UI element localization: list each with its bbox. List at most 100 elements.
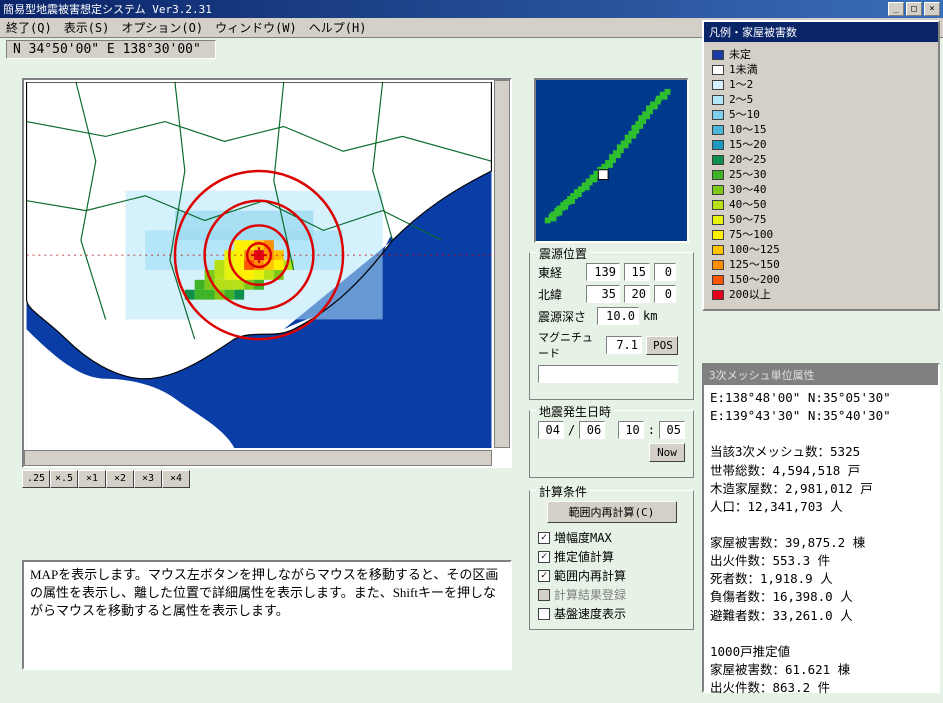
legend-row: 10～15 xyxy=(712,123,930,137)
menu-exit[interactable]: 終了(Q) xyxy=(6,19,52,36)
calc-title: 計算条件 xyxy=(536,483,590,500)
legend-row: 未定 xyxy=(712,48,930,62)
legend-swatch xyxy=(712,245,724,255)
legend-row: 100～125 xyxy=(712,243,930,257)
legend-swatch xyxy=(712,185,724,195)
lat-sec[interactable] xyxy=(654,285,676,303)
legend-label: 40～50 xyxy=(729,198,767,212)
date-month[interactable] xyxy=(538,421,564,439)
depth-label: 震源深さ xyxy=(538,308,593,325)
legend-title: 凡例・家屋被害数 xyxy=(704,22,938,42)
legend-row: 50～75 xyxy=(712,213,930,227)
window-title: 簡易型地震被害想定システム Ver3.2.31 xyxy=(3,1,212,17)
legend-label: 1未満 xyxy=(729,63,758,77)
map-panel xyxy=(22,78,512,468)
attr-title: 3次メッシュ単位属性 xyxy=(704,365,938,385)
cb-ampmax-label: 増幅度MAX xyxy=(554,529,612,546)
legend-row: 15～20 xyxy=(712,138,930,152)
legend-label: 30～40 xyxy=(729,183,767,197)
legend-label: 150～200 xyxy=(729,273,780,287)
lat-min[interactable] xyxy=(624,285,650,303)
map-scroll-h[interactable] xyxy=(24,450,492,466)
map-scroll-v[interactable] xyxy=(494,80,510,448)
pos-button[interactable]: POS xyxy=(646,336,678,355)
date-day[interactable] xyxy=(579,421,605,439)
legend-swatch xyxy=(712,65,724,75)
legend-row: 40～50 xyxy=(712,198,930,212)
mag-input[interactable] xyxy=(606,336,642,354)
mag-label: マグニチュード xyxy=(538,329,602,361)
zoom-3[interactable]: ×3 xyxy=(134,470,162,488)
legend-swatch xyxy=(712,110,724,120)
epicenter-status[interactable] xyxy=(538,365,678,383)
time-min[interactable] xyxy=(659,421,685,439)
legend-row: 30～40 xyxy=(712,183,930,197)
menu-help[interactable]: ヘルプ(H) xyxy=(309,19,367,36)
cb-basevel[interactable] xyxy=(538,608,550,620)
lat-label: 北緯 xyxy=(538,286,582,303)
legend-swatch xyxy=(712,140,724,150)
legend-swatch xyxy=(712,170,724,180)
zoom-05[interactable]: ×.5 xyxy=(50,470,78,488)
legend-swatch xyxy=(712,275,724,285)
titlebar: 簡易型地震被害想定システム Ver3.2.31 _ □ × xyxy=(0,0,943,18)
cb-estimate[interactable]: ✓ xyxy=(538,551,550,563)
close-button[interactable]: × xyxy=(924,2,940,16)
legend-swatch xyxy=(712,260,724,270)
lon-deg[interactable] xyxy=(586,263,620,281)
cb-ampmax[interactable]: ✓ xyxy=(538,532,550,544)
menu-window[interactable]: ウィンドウ(W) xyxy=(215,19,297,36)
legend-swatch xyxy=(712,80,724,90)
legend-row: 150～200 xyxy=(712,273,930,287)
time-hour[interactable] xyxy=(618,421,644,439)
legend-label: 10～15 xyxy=(729,123,767,137)
legend-swatch xyxy=(712,95,724,105)
cb-rangecalc-label: 範囲内再計算 xyxy=(554,567,626,584)
depth-input[interactable] xyxy=(597,307,639,325)
menu-view[interactable]: 表示(S) xyxy=(64,19,110,36)
cb-rangecalc[interactable]: ✓ xyxy=(538,570,550,582)
legend-row: 1未満 xyxy=(712,63,930,77)
lat-deg[interactable] xyxy=(586,285,620,303)
recalc-button[interactable]: 範囲内再計算(C) xyxy=(547,501,677,523)
legend-swatch xyxy=(712,215,724,225)
cursor-coords: N 34°50'00" E 138°30'00" xyxy=(6,40,216,59)
legend-panel: 凡例・家屋被害数 未定1未満1～22～55～1010～1515～2020～252… xyxy=(702,20,940,311)
lon-label: 東経 xyxy=(538,264,582,281)
legend-swatch xyxy=(712,200,724,210)
menu-options[interactable]: オプション(O) xyxy=(121,19,203,36)
lon-sec[interactable] xyxy=(654,263,676,281)
legend-label: 125～150 xyxy=(729,258,780,272)
zoom-2[interactable]: ×2 xyxy=(106,470,134,488)
legend-label: 2～5 xyxy=(729,93,753,107)
legend-row: 5～10 xyxy=(712,108,930,122)
overview-map[interactable] xyxy=(534,78,689,243)
zoom-4[interactable]: ×4 xyxy=(162,470,190,488)
minimize-button[interactable]: _ xyxy=(888,2,904,16)
lon-min[interactable] xyxy=(624,263,650,281)
cb-basevel-label: 基盤速度表示 xyxy=(554,605,626,622)
zoom-025[interactable]: .25 xyxy=(22,470,50,488)
depth-unit: km xyxy=(643,309,657,323)
now-button[interactable]: Now xyxy=(649,443,685,462)
calc-group: 計算条件 範囲内再計算(C) ✓増幅度MAX ✓推定値計算 ✓範囲内再計算 計算… xyxy=(529,490,694,630)
legend-row: 1～2 xyxy=(712,78,930,92)
maximize-button[interactable]: □ xyxy=(906,2,922,16)
legend-label: 1～2 xyxy=(729,78,753,92)
legend-label: 5～10 xyxy=(729,108,760,122)
legend-label: 25～30 xyxy=(729,168,767,182)
legend-label: 15～20 xyxy=(729,138,767,152)
legend-label: 75～100 xyxy=(729,228,773,242)
legend-swatch xyxy=(712,290,724,300)
legend-swatch xyxy=(712,50,724,60)
legend-swatch xyxy=(712,230,724,240)
legend-label: 20～25 xyxy=(729,153,767,167)
attr-body: E:138°48'00" N:35°05'30" E:139°43'30" N:… xyxy=(704,385,938,701)
main-map[interactable] xyxy=(26,82,492,448)
cb-register-label: 計算結果登録 xyxy=(554,586,626,603)
attr-panel: 3次メッシュ単位属性 E:138°48'00" N:35°05'30" E:13… xyxy=(702,363,940,693)
legend-row: 25～30 xyxy=(712,168,930,182)
help-text: MAPを表示します。マウス左ボタンを押しながらマウスを移動すると、その区画の属性… xyxy=(22,560,512,670)
legend-row: 20～25 xyxy=(712,153,930,167)
zoom-1[interactable]: ×1 xyxy=(78,470,106,488)
